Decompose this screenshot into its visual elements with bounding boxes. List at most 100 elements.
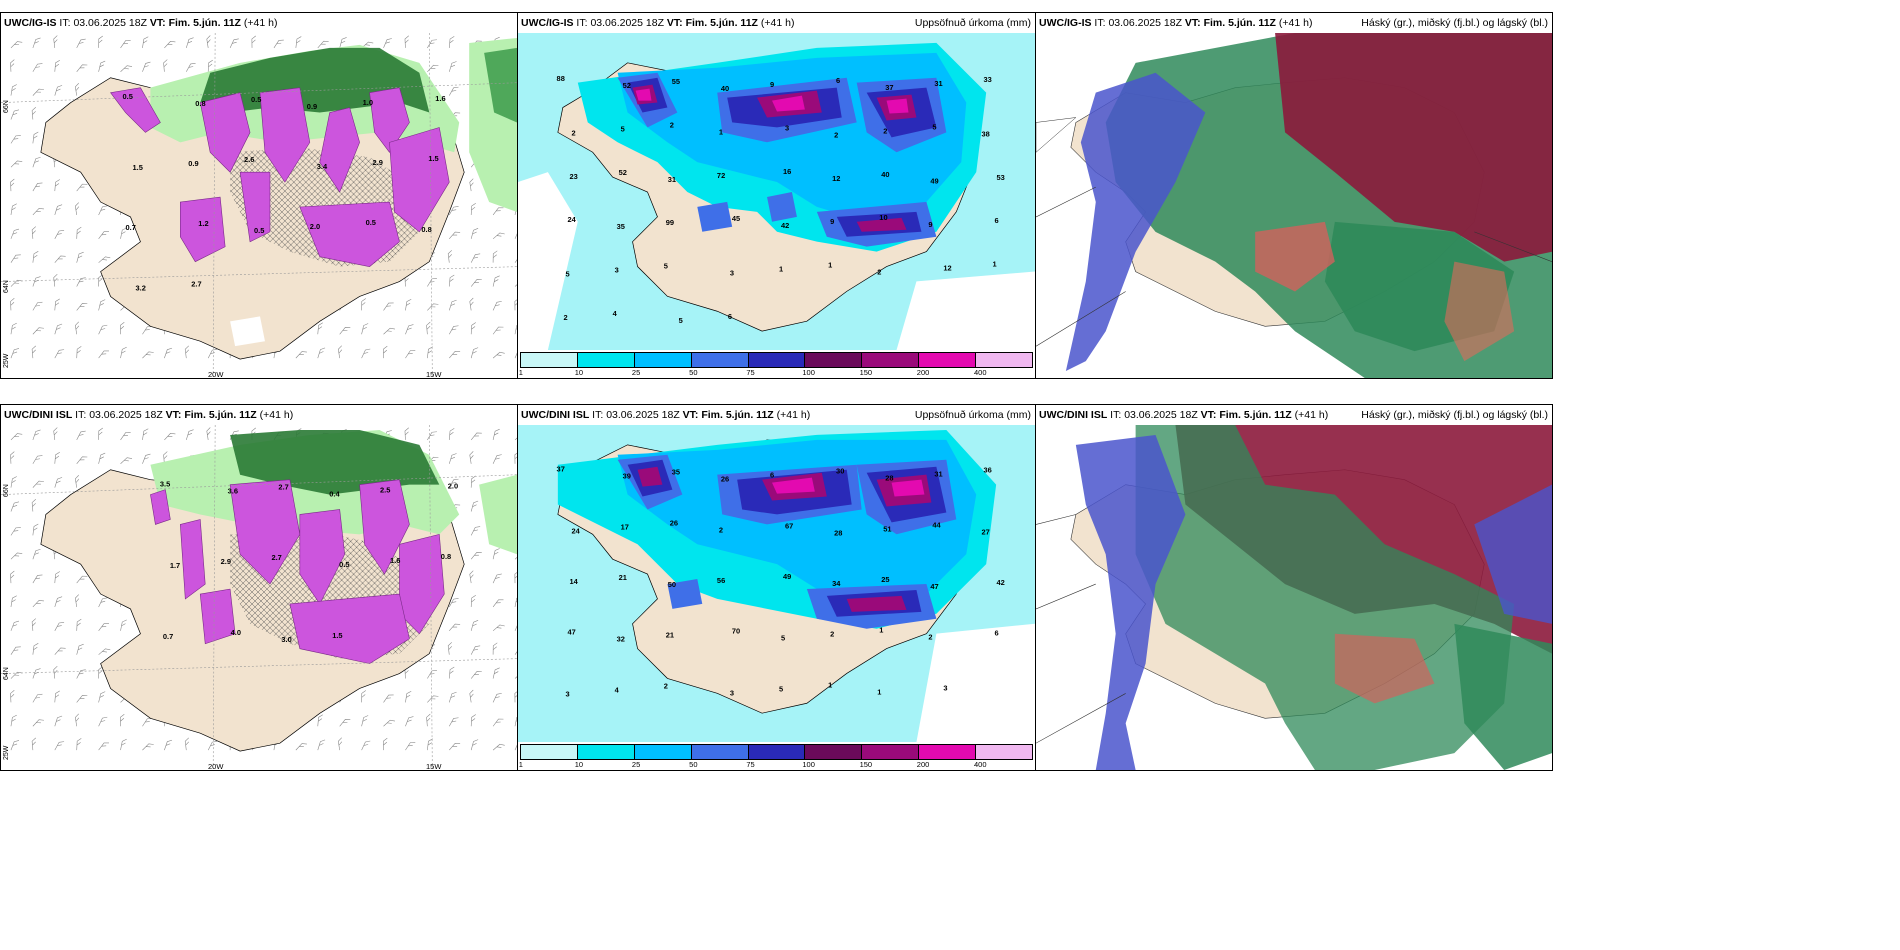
colorbar-tick-label: 10: [574, 760, 584, 769]
lon-label-20w: 20W: [208, 762, 224, 771]
panel-header: UWC/IG-IS IT: 03.06.2025 18Z VT: Fim. 5.…: [518, 13, 1035, 33]
value-label: 2.7: [271, 553, 281, 562]
value-label: 3.4: [317, 162, 328, 171]
colorbar-swatch: [862, 745, 920, 759]
value-label: 0.9: [307, 102, 317, 111]
value-label: 9: [830, 217, 834, 226]
colorbar-swatch: [691, 353, 749, 367]
model-name: UWC/IG-IS: [1039, 17, 1092, 29]
value-label: 0.9: [188, 159, 198, 168]
value-label: 50: [668, 580, 676, 589]
value-label: 1: [828, 680, 832, 689]
colorbar-swatch: [976, 745, 1033, 759]
value-label: 49: [783, 572, 791, 581]
map-canvas: 0.5 0.8 0.5 0.9 1.0 1.6 1.5 0.9 2.6 3.4 2.9 1.5 0.7 1…: [1, 33, 517, 378]
value-label: 26: [670, 518, 678, 527]
value-label: 2: [883, 126, 887, 135]
precip-magenta-areas: [110, 87, 450, 267]
colorbar-swatch: [805, 745, 863, 759]
cloud-map-panel-igis: UWC/IG-IS IT: 03.06.2025 18Z VT: Fim. 5.…: [1035, 12, 1553, 379]
value-label: 12: [832, 174, 840, 183]
colorbar-swatch: [748, 745, 806, 759]
value-label: 5: [664, 262, 668, 271]
lat-label-66: 66N: [3, 100, 10, 113]
colorbar-tick-label: 100: [802, 368, 815, 377]
value-label: 2.0: [310, 222, 320, 231]
value-label: 3: [730, 688, 734, 697]
value-label: 32: [617, 635, 625, 644]
value-label: 47: [568, 628, 576, 637]
value-label: 34: [832, 579, 841, 588]
panel-title: Háský (gr.), miðský (fj.bl.) og lágský (…: [1361, 409, 1548, 421]
colorbar-tick-label: 25: [631, 760, 641, 769]
value-label: 52: [623, 81, 631, 90]
value-label: 36: [983, 466, 991, 475]
value-label: 12: [943, 264, 951, 273]
value-label: 2.0: [448, 481, 458, 490]
value-label: 3.0: [281, 635, 291, 644]
value-label: 2.7: [191, 279, 201, 288]
value-label: 3: [785, 123, 789, 132]
value-label: 6: [770, 471, 774, 480]
colorbar-swatch: [862, 353, 920, 367]
value-label: 5: [781, 634, 785, 643]
value-label: 1: [779, 265, 783, 274]
value-label: 0.8: [441, 552, 451, 561]
value-label: 67: [785, 521, 793, 530]
value-label: 16: [783, 167, 791, 176]
colorbar-swatch: [634, 353, 692, 367]
value-labels: 3.5 3.6 2.7 0.4 2.5 2.0 1.7 2.9 2.7 0.5 1.6 0.8 0.7 4…: [160, 479, 458, 644]
lon-label-25w: 25W: [3, 353, 10, 368]
value-label: 2.9: [221, 557, 231, 566]
colorbar-tick-label: 400: [974, 368, 987, 377]
value-label: 1: [879, 626, 883, 635]
lon-line: [429, 425, 433, 770]
value-label: 6: [994, 216, 998, 225]
precip-map: 37 39 35 26 6 30 28 31 36 24 17 26 2 67 28 51 44 27 14 21 50…: [518, 425, 1035, 742]
value-labels: 0.5 0.8 0.5 0.9 1.0 1.6 1.5 0.9 2.6 3.4 2.9 1.5 0.7 1…: [123, 92, 446, 292]
value-label: 21: [619, 573, 627, 582]
lon-line: [212, 33, 216, 378]
colorbar-swatch: [577, 353, 635, 367]
value-label: 5: [566, 269, 570, 278]
colorbar-tick-label: 1: [518, 760, 523, 769]
value-label: 9: [928, 220, 932, 229]
colorbar-tick-label: 400: [974, 760, 987, 769]
value-label: 42: [996, 578, 1004, 587]
colorbar-tick-label: 150: [859, 760, 873, 769]
value-label: 31: [668, 175, 676, 184]
value-label: 3.2: [135, 283, 145, 292]
model-name: UWC/IG-IS: [4, 17, 57, 29]
value-label: 1.5: [428, 154, 438, 163]
colorbar-tick-label: 100: [802, 760, 815, 769]
precip-map: 88 52 55 40 9 6 37 31 33 2 5 2 1 3 2 2 5 38 23 52 31 72 16 12 40…: [518, 33, 1035, 350]
value-label: 5: [679, 316, 683, 325]
precip-colorbar: 1 10 25 50 75 100 150 200 400: [518, 350, 1035, 378]
value-label: 0.7: [163, 632, 173, 641]
colorbar-tick-label: 75: [746, 368, 755, 377]
value-label: 5: [779, 684, 783, 693]
value-label: 49: [930, 177, 938, 186]
colorbar-swatch: [521, 745, 578, 759]
value-label: 2: [564, 313, 568, 322]
value-label: 1.7: [170, 561, 180, 570]
value-label: 47: [930, 582, 938, 591]
value-label: 2.5: [380, 485, 390, 494]
panel-title: Uppsöfnuð úrkoma (mm): [914, 17, 1031, 29]
map-canvas: [1036, 33, 1552, 378]
value-label: 2: [928, 633, 932, 642]
value-label: 17: [621, 522, 629, 531]
colorbar-swatch: [919, 353, 977, 367]
value-label: 70: [732, 627, 740, 636]
value-label: 1.5: [132, 163, 142, 172]
value-label: 2: [664, 681, 668, 690]
lon-label-25w: 25W: [3, 745, 10, 760]
value-label: 31: [934, 470, 942, 479]
colorbar-swatch: [691, 745, 749, 759]
value-label: 10: [879, 213, 887, 222]
value-label: 2: [830, 630, 834, 639]
value-label: 0.5: [366, 218, 376, 227]
lat-label-66: 66N: [3, 484, 10, 497]
value-label: 5: [932, 122, 936, 131]
